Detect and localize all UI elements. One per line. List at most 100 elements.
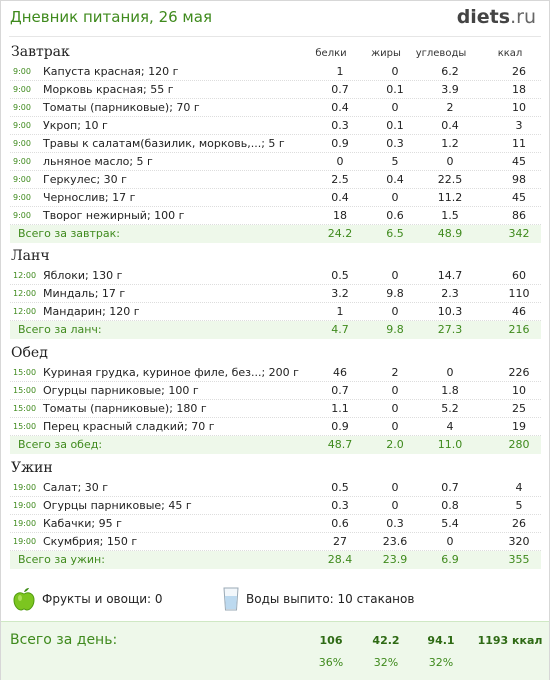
kcal-value: 46 [512,305,526,318]
kcal-value: 45 [512,191,526,204]
protein-value: 1.1 [331,402,349,415]
meal-total-kcal: 280 [508,438,530,451]
protein-value: 0.5 [331,481,349,494]
fat-value: 0 [391,305,399,318]
column-header-protein: белки [315,48,347,59]
green-apple-icon [13,588,35,611]
protein-value: 0.3 [331,119,349,132]
meal-header: Ланч [1,247,549,267]
meal-time: 12:00 [13,289,37,298]
meal-total-label: Всего за ланч: [18,323,102,336]
food-row: 9:00 Укроп; 10 г 0.3 0.1 0.4 3 [10,117,541,135]
protein-value: 0.4 [331,191,349,204]
column-header-carbs: углеводы [415,48,467,59]
kcal-value: 45 [512,155,526,168]
day-carbs-percent: 32% [428,656,454,669]
meal-total-row: Всего за обед: 48.7 2.0 11.0 280 [10,436,541,454]
protein-value: 1 [336,305,344,318]
food-row: 15:00 Перец красный сладкий; 70 г 0.9 0 4 19 [10,418,541,436]
food-row: 15:00 Куриная грудка, куриное филе, без..… [10,364,541,382]
logo-main: diets [456,6,511,28]
carbs-value: 4 [446,420,454,433]
food-row: 19:00 Огурцы парниковые; 45 г 0.3 0 0.8 5 [10,497,541,515]
meal-total-kcal: 355 [508,553,530,566]
page-title: Дневник питания, 26 мая [10,8,212,26]
meal-time: 19:00 [13,501,37,510]
meal-section-dinner: Обед 15:00 Куриная грудка, куриное филе, б… [1,344,549,454]
food-row: 15:00 Томаты (парниковые); 180 г 1.1 0 5.2 25 [10,400,541,418]
meal-time: 9:00 [13,157,31,166]
meal-title: Завтрак [11,44,70,60]
food-name: Мандарин; 120 г [43,305,140,318]
meal-total-row: Всего за ужин: 28.4 23.9 6.9 355 [10,551,541,569]
food-row: 9:00 Творог нежирный; 100 г 18 0.6 1.5 86 [10,207,541,225]
kcal-value: 98 [512,173,526,186]
fat-value: 0 [391,481,399,494]
day-protein-percent: 36% [318,656,344,669]
meal-total-protein: 4.7 [331,323,349,336]
meal-title: Ужин [11,460,53,476]
protein-value: 0.7 [331,83,349,96]
food-name: Перец красный сладкий; 70 г [43,420,215,433]
meal-time: 12:00 [13,271,37,280]
fat-value: 2 [391,366,399,379]
meal-section-lunch: Ланч 12:00 Яблоки; 130 г 0.5 0 14.7 60 12:00 Мин… [1,247,549,339]
protein-value: 0 [336,155,344,168]
water-item: Воды выпито: 10 стаканов [223,587,414,611]
kcal-value: 110 [508,287,530,300]
carbs-value: 1.8 [441,384,459,397]
kcal-value: 25 [512,402,526,415]
food-row: 19:00 Кабачки; 95 г 0.6 0.3 5.4 26 [10,515,541,533]
protein-value: 0.9 [331,137,349,150]
fat-value: 0 [391,101,399,114]
carbs-value: 22.5 [437,173,463,186]
food-name: Огурцы парниковые; 100 г [43,384,199,397]
meal-total-kcal: 342 [508,227,530,240]
meal-time: 12:00 [13,307,37,316]
meal-time: 15:00 [13,368,37,377]
extras-bar: Фрукты и овощи: 0 Воды выпито: 10 стакан… [1,587,549,611]
food-name: Геркулес; 30 г [43,173,127,186]
meal-total-label: Всего за завтрак: [18,227,121,240]
protein-value: 0.9 [331,420,349,433]
food-name: Кабачки; 95 г [43,517,122,530]
site-logo[interactable]: diets.ru [457,6,536,28]
protein-value: 27 [333,535,347,548]
protein-value: 0.4 [331,101,349,114]
day-fat-percent: 32% [373,656,399,669]
meal-time: 9:00 [13,139,31,148]
meal-time: 9:00 [13,175,31,184]
protein-value: 3.2 [331,287,349,300]
carbs-value: 0.4 [441,119,459,132]
food-row: 9:00 Травы к салатам(базилик, морковь,...… [10,135,541,153]
food-name: Томаты (парниковые); 70 г [43,101,200,114]
fat-value: 0 [391,269,399,282]
meal-total-kcal: 216 [508,323,530,336]
protein-value: 0.6 [331,517,349,530]
fat-value: 0 [391,384,399,397]
food-row: 12:00 Мандарин; 120 г 1 0 10.3 46 [10,303,541,321]
food-row: 9:00 Морковь красная; 55 г 0.7 0.1 3.9 18 [10,81,541,99]
meal-total-carbs: 48.9 [437,227,463,240]
food-row: 9:00 Геркулес; 30 г 2.5 0.4 22.5 98 [10,171,541,189]
kcal-value: 3 [515,119,523,132]
food-row: 15:00 Огурцы парниковые; 100 г 0.7 0 1.8 10 [10,382,541,400]
carbs-value: 2 [446,101,454,114]
food-name: Травы к салатам(базилик, морковь,...; 5 … [43,137,285,150]
meal-total-row: Всего за завтрак: 24.2 6.5 48.9 342 [10,225,541,243]
meal-header: Обед [1,344,549,364]
carbs-value: 0 [446,366,454,379]
fruits-item: Фрукты и овощи: 0 [13,587,163,611]
meal-section-supper: Ужин 19:00 Салат; 30 г 0.5 0 0.7 4 19:00 Огурцы … [1,459,549,569]
meal-time: 9:00 [13,193,31,202]
carbs-value: 3.9 [441,83,459,96]
column-header-fat: жиры [371,48,401,59]
kcal-value: 86 [512,209,526,222]
food-row: 9:00 Томаты (парниковые); 70 г 0.4 0 2 10 [10,99,541,117]
food-row: 19:00 Салат; 30 г 0.5 0 0.7 4 [10,479,541,497]
fat-value: 0 [391,499,399,512]
carbs-value: 1.2 [441,137,459,150]
carbs-value: 6.2 [441,65,459,78]
food-name: Куриная грудка, куриное филе, без...; 20… [43,366,299,379]
